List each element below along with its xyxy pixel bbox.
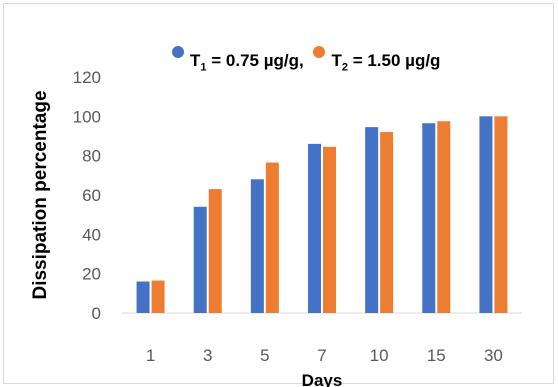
bar-t2 bbox=[494, 116, 508, 313]
bar-t2 bbox=[151, 280, 165, 313]
bar-t1 bbox=[250, 179, 264, 313]
bar-t1 bbox=[136, 281, 150, 313]
y-tick-label: 60 bbox=[82, 186, 101, 205]
legend-item-t1: T1 = 0.75 µg/g, bbox=[172, 46, 304, 73]
y-tick-label: 20 bbox=[82, 265, 101, 284]
x-tick-label: 30 bbox=[484, 346, 503, 365]
bar-t2 bbox=[208, 189, 222, 313]
legend-marker-t1 bbox=[172, 46, 184, 58]
bar-t2 bbox=[265, 162, 279, 313]
y-tick-label: 0 bbox=[92, 304, 101, 323]
legend-item-t2: T2 = 1.50 µg/g bbox=[313, 46, 440, 73]
legend-t1-text: = 0.75 µg/g, bbox=[206, 51, 304, 70]
x-tick-label: 7 bbox=[317, 346, 326, 365]
legend-t2-letter: T bbox=[331, 51, 342, 70]
x-axis-title: Days bbox=[302, 371, 343, 387]
bar-t2 bbox=[323, 146, 336, 313]
x-tick-label: 5 bbox=[260, 346, 269, 365]
bar-t1 bbox=[422, 123, 436, 313]
y-tick-label: 80 bbox=[82, 147, 101, 166]
bar-t1 bbox=[479, 116, 493, 313]
y-tick-label: 40 bbox=[82, 225, 101, 244]
x-tick-label: 3 bbox=[203, 346, 212, 365]
x-tick-label: 10 bbox=[370, 346, 389, 365]
x-tick-label: 1 bbox=[146, 346, 155, 365]
bar-t1 bbox=[365, 127, 379, 314]
legend: T1 = 0.75 µg/g, T2 = 1.50 µg/g bbox=[172, 46, 440, 73]
x-tick-label: 15 bbox=[427, 346, 446, 365]
legend-t1-sub: 1 bbox=[200, 61, 207, 74]
legend-marker-t2 bbox=[313, 46, 326, 58]
legend-t2-text: = 1.50 µg/g bbox=[347, 51, 441, 70]
y-tick-label: 120 bbox=[73, 68, 101, 87]
legend-t1-letter: T bbox=[190, 51, 201, 70]
bar-t2 bbox=[437, 121, 451, 313]
y-tick-label: 100 bbox=[73, 107, 101, 126]
legend-t2-sub: 2 bbox=[341, 61, 348, 74]
bar-t2 bbox=[380, 132, 394, 313]
bar-t1 bbox=[308, 143, 321, 313]
y-axis-title: Dissipation percentage bbox=[30, 90, 51, 299]
bar-t1 bbox=[193, 206, 207, 313]
